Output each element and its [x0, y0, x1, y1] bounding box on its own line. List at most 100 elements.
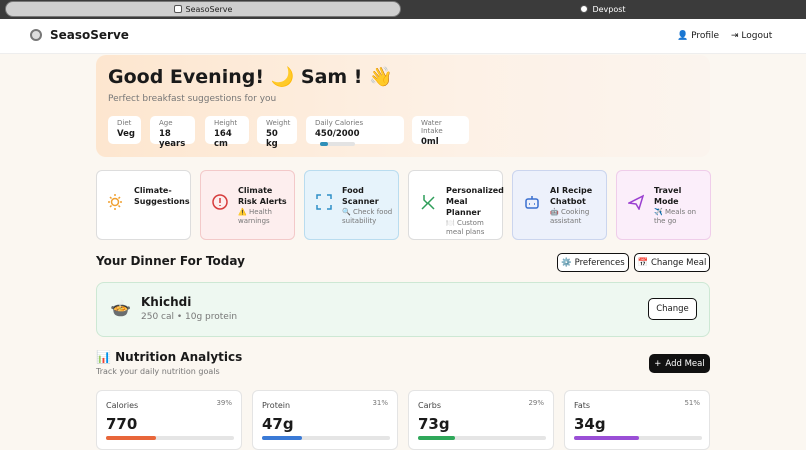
nutrition-card: Calories 39% 770	[96, 390, 242, 450]
feature-title: AI Recipe Chatbot	[550, 186, 593, 206]
meal-icon: 🍲	[110, 299, 132, 319]
add-meal-button[interactable]: + Add Meal	[649, 354, 710, 373]
brand[interactable]: SeasoServe	[50, 28, 129, 42]
stat-box: Age 18 years	[150, 116, 195, 149]
stat-value-text: 0ml	[421, 137, 439, 147]
nutrient-progress-fill	[418, 436, 456, 440]
tab-title: Devpost	[592, 4, 626, 14]
nutrient-percent: 51%	[684, 399, 700, 407]
feature-text: AI Recipe Chatbot 🤖 Cooking assistant	[550, 185, 602, 226]
nutrient-percent: 29%	[528, 399, 544, 407]
feature-card[interactable]: Travel Mode ✈️ Meals on the go	[616, 170, 711, 240]
stat-label: Diet	[117, 119, 132, 127]
feature-title: Travel Mode	[654, 186, 682, 206]
nutrient-label: Carbs	[418, 401, 442, 410]
nutrient-progress	[106, 436, 234, 440]
feature-icon	[212, 194, 228, 210]
stat-box: Daily Calories 450/2000	[306, 116, 404, 146]
stat-label: Water Intake	[421, 119, 443, 135]
nutrient-progress-fill	[262, 436, 302, 440]
feature-icon	[628, 194, 644, 210]
nutrient-label: Protein	[262, 401, 291, 410]
stat-value: Veg	[117, 129, 135, 139]
feature-title: Climate Risk Alerts	[238, 186, 287, 206]
stat-value-text: 450/2000	[315, 129, 360, 139]
nutrition-card: Carbs 29% 73g	[408, 390, 554, 450]
feature-icon	[421, 195, 435, 210]
change-button[interactable]: Change	[648, 298, 697, 320]
meal-name: Khichdi	[141, 295, 192, 309]
browser-tab[interactable]: Devpost	[405, 1, 801, 17]
feature-desc: ⚠️ Health warnings	[238, 208, 272, 225]
nutrient-progress	[418, 436, 546, 440]
nutrient-progress-fill	[106, 436, 156, 440]
feature-card[interactable]: Personalized Meal Planner 🍽️ Custom meal …	[408, 170, 504, 240]
stat-value-text: 164 cm	[214, 129, 232, 149]
feature-title: Personalized Meal Planner	[446, 186, 504, 217]
meal-card: 🍲 Khichdi 250 cal • 10g protein Change	[96, 282, 710, 337]
feature-text: Climate-Suggestions	[134, 185, 190, 207]
meal-details: 250 cal • 10g protein	[141, 312, 238, 322]
feature-card[interactable]: Climate-Suggestions	[96, 170, 191, 240]
calorie-progress-fill	[320, 141, 328, 146]
logout-link[interactable]: ⇥ Logout	[731, 31, 773, 41]
nutrient-value: 47g	[262, 415, 294, 433]
stat-value: 164 cm	[214, 129, 240, 149]
browser-tabbar: SeasoServe Devpost	[0, 0, 806, 19]
feature-card[interactable]: AI Recipe Chatbot 🤖 Cooking assistant	[512, 170, 607, 240]
dinner-heading: Your Dinner For Today	[96, 254, 245, 268]
analytics-title: 📊 Nutrition Analytics	[96, 350, 243, 364]
feature-title: Food Scanner	[342, 186, 379, 206]
greeting-title: Good Evening! 🌙 Sam ! 👋	[108, 66, 393, 88]
nav-text: Logout	[741, 31, 773, 41]
logo	[30, 29, 42, 41]
stat-label: Daily Calories	[315, 119, 364, 127]
stat-box: Weight 50 kg	[257, 116, 297, 149]
preferences-button[interactable]: ⚙️ Preferences	[557, 253, 629, 272]
feature-text: Personalized Meal Planner 🍽️ Custom meal …	[446, 185, 504, 237]
nutrient-label: Fats	[574, 401, 591, 410]
feature-desc: 🍽️ Custom meal plans	[446, 219, 485, 236]
nutrient-percent: 31%	[372, 399, 388, 407]
change-meal-button[interactable]: 📅 Change Meal	[634, 253, 710, 272]
stat-box: Diet Veg	[108, 116, 141, 144]
nav-text: Profile	[691, 31, 720, 41]
greeting-card: Good Evening! 🌙 Sam ! 👋 Perfect breakfas…	[96, 55, 710, 157]
stat-value: 50 kg	[266, 129, 288, 149]
button-text: Add Meal	[665, 358, 705, 369]
stat-value-text: Veg	[117, 129, 135, 139]
nutrient-progress	[574, 436, 702, 440]
feature-card[interactable]: Food Scanner 🔍 Check food suitability	[304, 170, 399, 240]
feature-desc: 🤖 Cooking assistant	[550, 208, 590, 225]
stat-box: Water Intake 0ml	[412, 116, 469, 147]
nutrient-value: 770	[106, 415, 138, 433]
profile-link[interactable]: 👤 Profile	[677, 31, 720, 41]
header: SeasoServe 👤 Profile ⇥ Logout	[0, 19, 806, 54]
nutrient-progress	[262, 436, 390, 440]
feature-text: Climate Risk Alerts ⚠️ Health warnings	[238, 185, 290, 226]
nutrient-progress-fill	[574, 436, 640, 440]
feature-icon	[525, 196, 539, 209]
feature-title: Climate-Suggestions	[134, 186, 190, 206]
nutrient-value: 34g	[574, 415, 606, 433]
stat-value: 450/2000	[315, 129, 395, 149]
feature-icon	[108, 194, 122, 210]
nutrition-card: Protein 31% 47g	[252, 390, 398, 450]
nutrient-value: 73g	[418, 415, 450, 433]
feature-desc: 🔍 Check food suitability	[342, 208, 393, 225]
stat-label: Height	[214, 119, 238, 127]
stat-label: Age	[159, 119, 173, 127]
feature-icon	[316, 194, 332, 210]
nutrition-card: Fats 51% 34g	[564, 390, 710, 450]
nutrient-label: Calories	[106, 401, 139, 410]
greeting-subtitle: Perfect breakfast suggestions for you	[108, 94, 277, 104]
stat-label: Weight	[266, 119, 291, 127]
stat-value-text: 50 kg	[266, 129, 278, 149]
feature-card[interactable]: Climate Risk Alerts ⚠️ Health warnings	[200, 170, 295, 240]
tab-title: SeasoServe	[185, 4, 233, 14]
stat-value-text: 18 years	[159, 129, 186, 149]
analytics-subtitle: Track your daily nutrition goals	[96, 367, 220, 376]
browser-tab[interactable]: SeasoServe	[5, 1, 401, 17]
